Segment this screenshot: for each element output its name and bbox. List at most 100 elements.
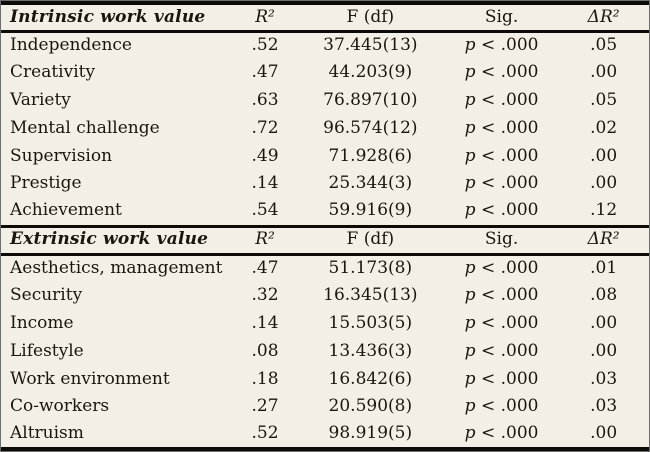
row-label: Creativity <box>10 62 96 83</box>
sig-value: p < .000 <box>464 173 539 194</box>
row-label: Co-workers <box>10 396 110 417</box>
col-header-r2: R² <box>234 224 296 257</box>
row-label: Altruism <box>10 423 84 444</box>
table-row: Prestige .14 25.344(3) p < .000 .00 <box>1 170 649 198</box>
table-row: Income .14 15.503(5) p < .000 .00 <box>1 310 649 338</box>
r2-value: .47 <box>251 258 279 279</box>
delta-r2-value: .00 <box>590 423 618 444</box>
sig-value: p < .000 <box>464 340 539 361</box>
r2-value: .49 <box>251 145 279 166</box>
sig-value: p < .000 <box>464 35 539 56</box>
delta-r2-value: .03 <box>590 368 618 389</box>
f-df-value: 20.590(8) <box>328 396 413 417</box>
row-label: Income <box>10 313 74 334</box>
f-df-value: 59.916(9) <box>328 200 413 221</box>
sig-value: p < .000 <box>464 200 539 221</box>
intrinsic-section: Intrinsic work value R² F (df) Sig. ΔR² … <box>1 3 649 226</box>
r2-value: .52 <box>251 423 279 444</box>
f-df-value: 98.919(5) <box>328 423 413 444</box>
section-header-row: Extrinsic work value R² F (df) Sig. ΔR² <box>1 224 649 257</box>
r2-value: .54 <box>251 200 279 221</box>
sig-value: p < .000 <box>464 62 539 83</box>
delta-r2-value: .00 <box>590 173 618 194</box>
r2-value: .72 <box>251 117 279 138</box>
f-df-value: 16.842(6) <box>328 368 413 389</box>
delta-r2-value: .00 <box>590 145 618 166</box>
sig-value: p < .000 <box>464 313 539 334</box>
sig-value: p < .000 <box>464 368 539 389</box>
sig-value: p < .000 <box>464 285 539 306</box>
table-row: Lifestyle .08 13.436(3) p < .000 .00 <box>1 338 649 366</box>
delta-r2-value: .00 <box>590 340 618 361</box>
delta-r2-value: .05 <box>590 35 618 56</box>
f-df-value: 44.203(9) <box>328 62 413 83</box>
table-row: Supervision .49 71.928(6) p < .000 .00 <box>1 143 649 171</box>
col-header-f-df: F (df) <box>295 224 445 257</box>
delta-r2-value: .01 <box>590 258 618 279</box>
r2-value: .14 <box>251 313 279 334</box>
row-label: Achievement <box>10 200 122 221</box>
r2-value: .63 <box>251 90 279 111</box>
col-header-sig: Sig. <box>444 224 559 257</box>
r2-value: .52 <box>251 35 279 56</box>
extrinsic-section: Extrinsic work value R² F (df) Sig. ΔR² … <box>1 224 649 449</box>
r2-value: .47 <box>251 62 279 83</box>
section-title-extrinsic: Extrinsic work value <box>1 224 235 257</box>
sig-value: p < .000 <box>464 90 539 111</box>
row-label: Variety <box>10 90 71 111</box>
col-header-sig: Sig. <box>444 3 559 34</box>
row-label: Security <box>10 285 83 306</box>
f-df-value: 71.928(6) <box>328 145 413 166</box>
delta-r2-value: .03 <box>590 396 618 417</box>
r2-value: .18 <box>251 368 279 389</box>
sig-value: p < .000 <box>464 258 539 279</box>
col-header-f-df: F (df) <box>295 3 445 34</box>
row-label: Work environment <box>10 368 170 389</box>
delta-r2-value: .00 <box>590 313 618 334</box>
f-df-value: 13.436(3) <box>328 340 413 361</box>
table-row: Achievement .54 59.916(9) p < .000 .12 <box>1 198 649 226</box>
r2-value: .14 <box>251 173 279 194</box>
r2-value: .08 <box>251 340 279 361</box>
col-header-delta-r2: ΔR² <box>558 3 649 34</box>
table-row: Security .32 16.345(13) p < .000 .08 <box>1 283 649 311</box>
f-df-value: 25.344(3) <box>328 173 413 194</box>
row-label: Independence <box>10 35 132 56</box>
delta-r2-value: .02 <box>590 117 618 138</box>
f-df-value: 51.173(8) <box>328 258 413 279</box>
sig-value: p < .000 <box>464 145 539 166</box>
row-label: Mental challenge <box>10 117 160 138</box>
sig-value: p < .000 <box>464 396 539 417</box>
row-label: Supervision <box>10 145 113 166</box>
f-df-value: 37.445(13) <box>323 35 418 56</box>
row-label: Lifestyle <box>10 340 84 361</box>
section-title-intrinsic: Intrinsic work value <box>1 3 235 34</box>
delta-r2-value: .05 <box>590 90 618 111</box>
r2-value: .32 <box>251 285 279 306</box>
section-header-row: Intrinsic work value R² F (df) Sig. ΔR² <box>1 3 649 34</box>
table-row: Independence .52 37.445(13) p < .000 .05 <box>1 32 649 60</box>
f-df-value: 15.503(5) <box>328 313 413 334</box>
sig-value: p < .000 <box>464 423 539 444</box>
f-df-value: 96.574(12) <box>323 117 418 138</box>
f-df-value: 16.345(13) <box>323 285 418 306</box>
delta-r2-value: .08 <box>590 285 618 306</box>
table-row: Variety .63 76.897(10) p < .000 .05 <box>1 87 649 115</box>
table-row: Co-workers .27 20.590(8) p < .000 .03 <box>1 393 649 421</box>
row-label: Prestige <box>10 173 82 194</box>
table-row: Aesthetics, management .47 51.173(8) p <… <box>1 255 649 283</box>
col-header-delta-r2: ΔR² <box>558 224 649 257</box>
delta-r2-value: .12 <box>590 200 618 221</box>
row-label: Aesthetics, management <box>10 258 223 279</box>
col-header-r2: R² <box>234 3 296 34</box>
table-row: Work environment .18 16.842(6) p < .000 … <box>1 366 649 394</box>
delta-r2-value: .00 <box>590 62 618 83</box>
table-row: Creativity .47 44.203(9) p < .000 .00 <box>1 60 649 88</box>
table-row: Mental challenge .72 96.574(12) p < .000… <box>1 115 649 143</box>
f-df-value: 76.897(10) <box>323 90 418 111</box>
sig-value: p < .000 <box>464 117 539 138</box>
table-row: Altruism .52 98.919(5) p < .000 .00 <box>1 421 649 449</box>
r2-value: .27 <box>251 396 279 417</box>
